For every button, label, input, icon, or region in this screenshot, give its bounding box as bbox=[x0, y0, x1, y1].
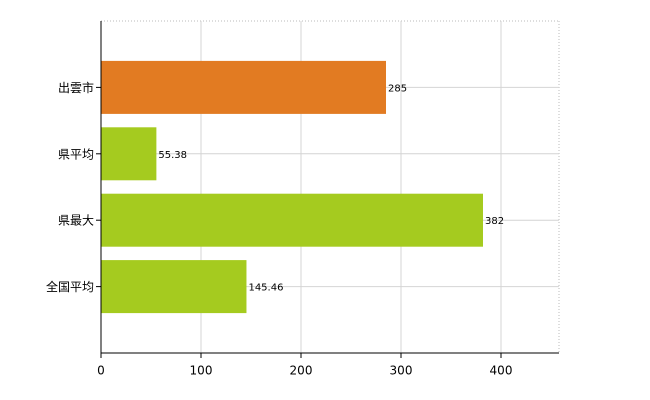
y-tick-label: 県最大 bbox=[58, 214, 94, 228]
y-tick-label: 県平均 bbox=[58, 147, 94, 161]
x-tick-label: 0 bbox=[97, 364, 105, 378]
bar bbox=[101, 60, 386, 114]
value-label: 145.46 bbox=[248, 283, 283, 294]
value-label: 285 bbox=[388, 83, 407, 94]
value-label: 55.38 bbox=[158, 150, 187, 161]
y-tick-label: 出雲市 bbox=[58, 80, 94, 95]
bar bbox=[101, 193, 483, 247]
value-label: 382 bbox=[485, 216, 504, 227]
x-tick-label: 100 bbox=[190, 364, 213, 378]
x-tick-label: 400 bbox=[490, 364, 513, 378]
y-tick-label: 全国平均 bbox=[46, 279, 94, 294]
bar bbox=[101, 260, 247, 314]
x-tick-label: 300 bbox=[390, 364, 413, 378]
x-tick-label: 200 bbox=[290, 364, 313, 378]
bar bbox=[101, 127, 157, 181]
